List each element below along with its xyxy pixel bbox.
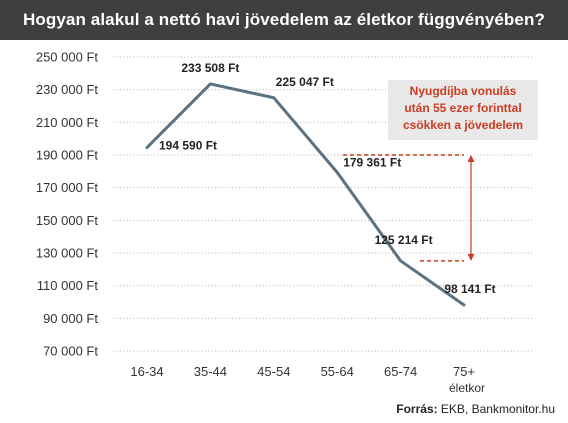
- series-line: [145, 82, 466, 307]
- data-label: 98 141 Ft: [444, 282, 495, 296]
- y-tick-label: 170 000 Ft: [36, 180, 99, 195]
- x-tick-label: 55-64: [321, 364, 354, 379]
- y-tick-label: 150 000 Ft: [36, 213, 99, 228]
- x-tick-label: 35-44: [194, 364, 227, 379]
- annotation-text-line: Nyugdíjba vonulás: [410, 84, 517, 98]
- data-label: 225 047 Ft: [276, 75, 334, 89]
- y-tick-label: 210 000 Ft: [36, 115, 99, 130]
- x-axis-label: életkor: [449, 381, 485, 395]
- annotation-text-line: csökken a jövedelem: [403, 118, 523, 132]
- y-tick-label: 70 000 Ft: [43, 344, 98, 359]
- x-tick-label: 45-54: [257, 364, 290, 379]
- source-label: Forrás:: [396, 402, 438, 416]
- x-tick-label: 65-74: [384, 364, 417, 379]
- source-text: EKB, Bankmonitor.hu: [437, 402, 555, 416]
- title-bar: Hogyan alakul a nettó havi jövedelem az …: [0, 0, 568, 40]
- y-tick-label: 250 000 Ft: [36, 50, 99, 65]
- data-label: 194 590 Ft: [159, 139, 217, 153]
- data-label: 179 361 Ft: [343, 155, 401, 169]
- annotation-arrow-head-up: [467, 155, 475, 162]
- source-note: Forrás: EKB, Bankmonitor.hu: [396, 402, 555, 416]
- y-tick-label: 130 000 Ft: [36, 246, 99, 261]
- y-tick-label: 90 000 Ft: [43, 311, 98, 326]
- data-label: 125 214 Ft: [375, 233, 433, 247]
- y-tick-label: 190 000 Ft: [36, 148, 99, 163]
- y-tick-label: 110 000 Ft: [37, 278, 99, 293]
- annotation-arrow-head-down: [467, 253, 475, 261]
- annotation-box: [388, 80, 538, 140]
- y-tick-label: 230 000 Ft: [36, 82, 99, 97]
- data-label: 233 508 Ft: [181, 61, 239, 75]
- x-tick-label: 16-34: [130, 364, 163, 379]
- x-tick-label: 75+: [453, 364, 475, 379]
- annotation-text-line: után 55 ezer forinttal: [404, 101, 521, 115]
- chart-title: Hogyan alakul a nettó havi jövedelem az …: [23, 10, 545, 29]
